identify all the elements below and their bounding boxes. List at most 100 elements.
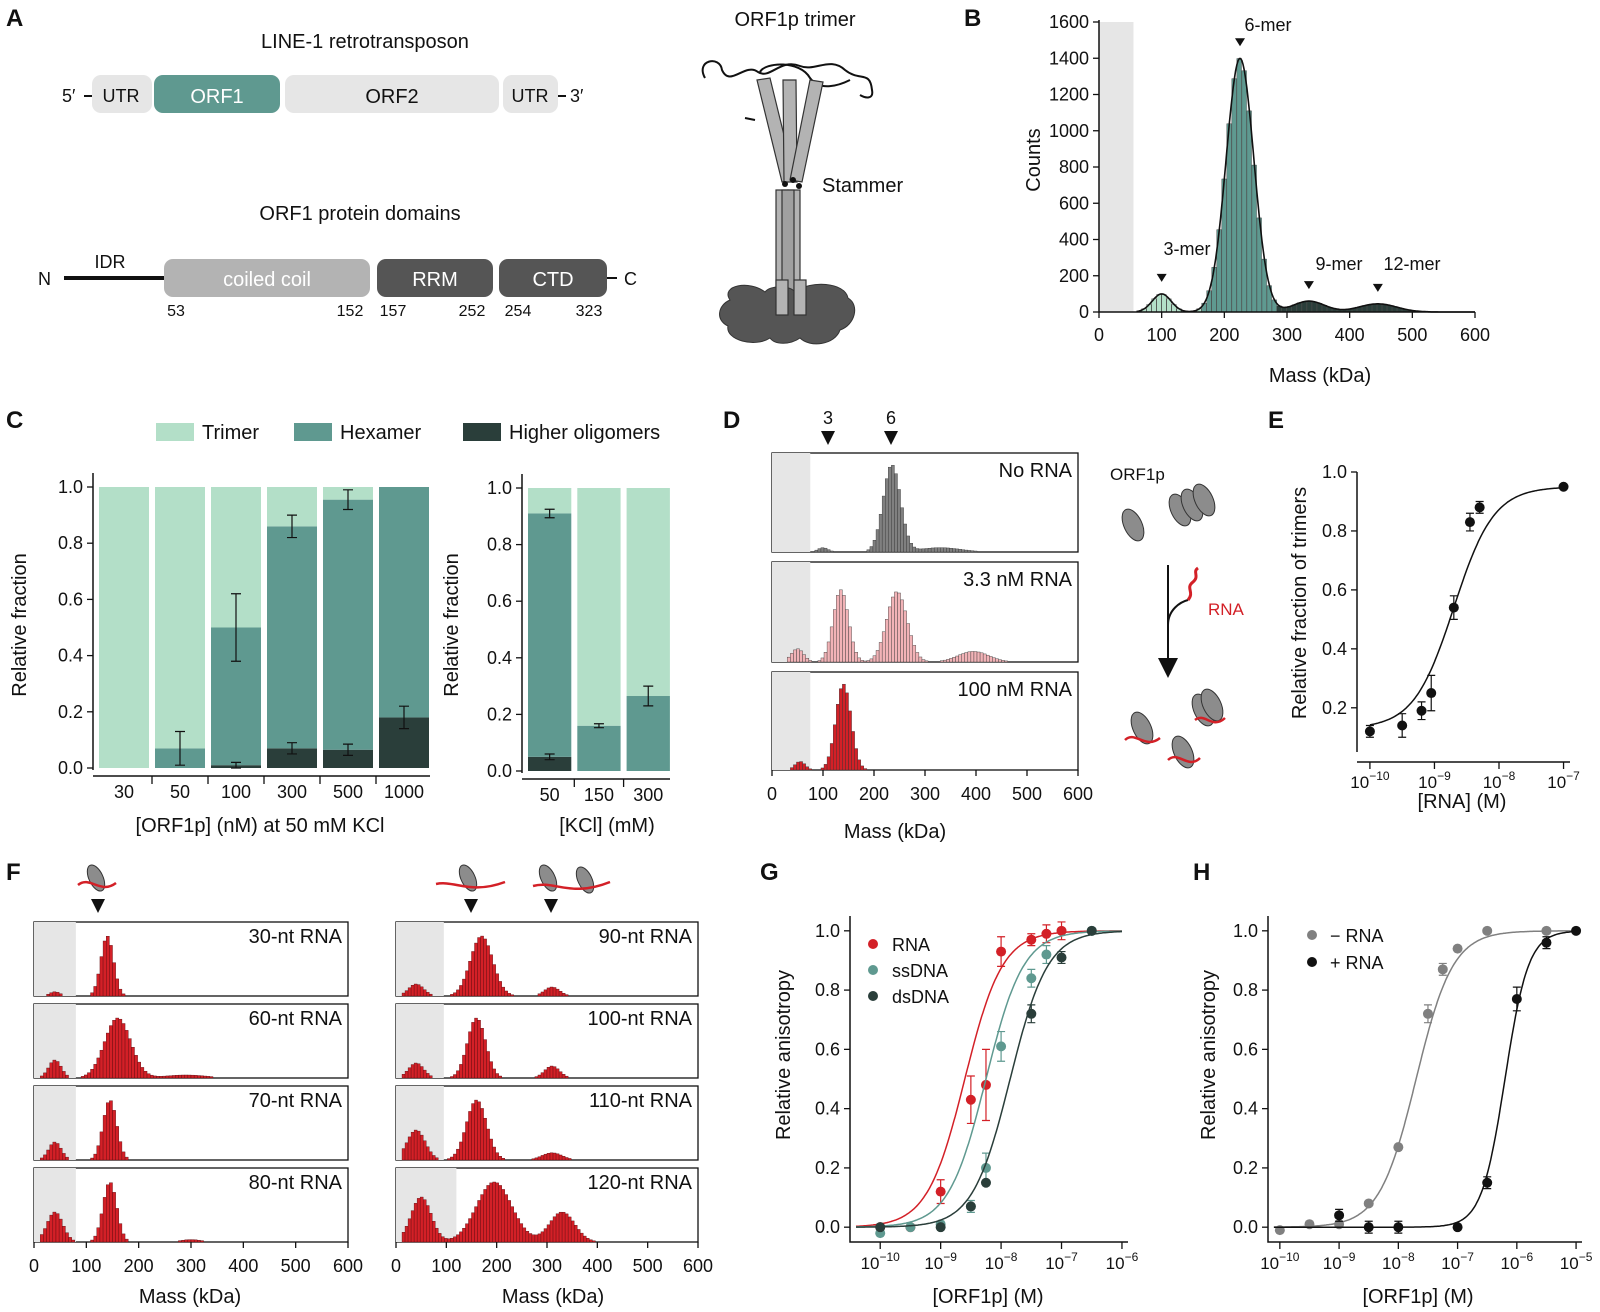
pos-323: 323 [576, 303, 603, 320]
f-right-histogram-bar [549, 1065, 554, 1079]
c-right-xtick-label: 300 [633, 785, 663, 805]
f-right-histogram-bar [426, 992, 430, 997]
d-histogram-bar [869, 658, 874, 663]
g-ylabel: Relative anisotropy [773, 970, 795, 1140]
f-left-histogram-bar [200, 1240, 204, 1243]
legend-higher: Higher oligomers [509, 422, 660, 444]
h-data-point [1452, 943, 1463, 954]
c-right-xtick-label: 50 [540, 785, 560, 805]
f-right-histogram-bar [462, 1054, 466, 1079]
d-xtick-label: 500 [1012, 784, 1042, 804]
d-histogram-bar [891, 465, 895, 553]
d-histogram-bar [848, 626, 852, 663]
d-histogram-bar [900, 507, 904, 553]
f-right-histogram-bar [416, 1130, 421, 1161]
c-right-bar-higher-oligomers [528, 756, 572, 771]
f-left-histogram-bar [90, 992, 94, 997]
f-left-histogram-bar [96, 973, 101, 997]
h-data-point [1363, 1198, 1374, 1209]
b-xtick-label: 400 [1335, 325, 1365, 345]
f-right-histogram-bar [513, 1212, 518, 1243]
f-right-histogram-bar [468, 1111, 472, 1161]
e-xtick-label: 10−7 [1547, 769, 1580, 792]
c-right-bar-hexamer [577, 725, 621, 771]
b-histogram-bar [1301, 301, 1307, 313]
d-histogram-bar [808, 660, 812, 663]
f-left-histogram-bar [58, 1218, 63, 1243]
c-left-errorbar [399, 705, 409, 730]
f-left-histogram-bar [71, 1239, 76, 1243]
h-data-point [1482, 1177, 1493, 1188]
f-right-histogram-bar [444, 1238, 448, 1243]
f-right-histogram-bar [540, 1155, 545, 1161]
d-histogram-bar [823, 547, 828, 553]
d-arrow-3 [821, 431, 835, 445]
f-left-histogram-bar [102, 940, 107, 997]
f-right-row-label: 100-nt RNA [588, 1008, 693, 1030]
f-left-histogram-bar [62, 1071, 66, 1079]
d-row-frame [771, 452, 1079, 553]
h-xtick-label: 10−5 [1560, 1250, 1593, 1273]
h-legend-minus: − RNA [1330, 926, 1384, 946]
d-histogram-bar [878, 514, 883, 553]
f-left-histogram-bar [178, 1074, 182, 1079]
f-left-histogram-bar [193, 1239, 198, 1243]
d-schematic-rna: RNA [1208, 600, 1245, 619]
f-left-histogram-bar [87, 1072, 91, 1079]
d-histogram-bar [906, 535, 910, 553]
d-histogram-bar [808, 768, 812, 771]
f-right-histogram-bar [589, 1239, 593, 1243]
d-histogram-bar [829, 626, 834, 663]
f-left-histogram-bar [124, 1238, 129, 1243]
b-histogram-bar [1311, 301, 1317, 313]
f-left-histogram-bar [112, 1192, 116, 1243]
rrm-box [377, 259, 493, 297]
d-histogram-bar [833, 609, 837, 663]
n-term-label: N [38, 269, 51, 289]
f-right-histogram-bar [468, 961, 472, 997]
d-xtick-label: 600 [1063, 784, 1093, 804]
g-axes [849, 916, 1128, 1243]
c-xlabel-left: [ORF1p] (nM) at 50 mM KCl [136, 815, 385, 837]
f-left-histogram-bar [52, 1059, 57, 1079]
f-right-histogram-bar [462, 1132, 466, 1161]
d-schematic-bound [1124, 688, 1226, 769]
d-histogram-bar [949, 658, 953, 663]
f-right-histogram-bar [561, 1211, 566, 1243]
c-left-bar-hexamer [323, 499, 373, 750]
f-left-histogram-bar [175, 1075, 179, 1079]
f-right-histogram-bar [404, 1142, 409, 1161]
f-left-histogram-bar [197, 1075, 201, 1079]
g-data-point [1041, 928, 1052, 939]
d-histogram-bar [842, 683, 846, 771]
f-left-histogram-bar [153, 1075, 157, 1079]
g-legend-ssdna-dot [868, 965, 878, 975]
d-histogram-bar [842, 595, 846, 663]
f-left-row-frame [33, 1003, 349, 1079]
h-data-point [1334, 1210, 1345, 1221]
d-histogram-bar [839, 589, 843, 663]
f-right-histogram-bar [531, 1158, 536, 1161]
d-histogram-bar [940, 660, 944, 663]
d-histogram-bar [833, 724, 837, 771]
f-left-histogram-bar [46, 1149, 50, 1161]
c-right-ytick-label: 0.0 [487, 761, 512, 781]
d-histogram-bar [979, 652, 984, 663]
e-data-point [1364, 726, 1375, 737]
d-histogram-bar [826, 549, 831, 553]
d-schematic-rna-strand [1186, 566, 1199, 601]
b-histogram-bar [1241, 70, 1247, 313]
f-left-histogram-bar [115, 1017, 119, 1079]
f-right-histogram-bar [567, 1216, 572, 1243]
f-left-row-label: 30-nt RNA [249, 926, 343, 948]
d-histogram-bar [967, 651, 972, 663]
f-right-histogram-bar [498, 1075, 502, 1079]
h-data-point [1393, 1222, 1404, 1233]
f-right-histogram-bar [426, 1205, 430, 1243]
c-left-ytick-label: 1.0 [58, 477, 83, 497]
f-right-histogram-bar [429, 1075, 433, 1079]
e-ytick-label: 0.2 [1322, 698, 1347, 718]
c-left-bar-trimer [155, 487, 205, 749]
d-histogram-bar [829, 550, 834, 553]
